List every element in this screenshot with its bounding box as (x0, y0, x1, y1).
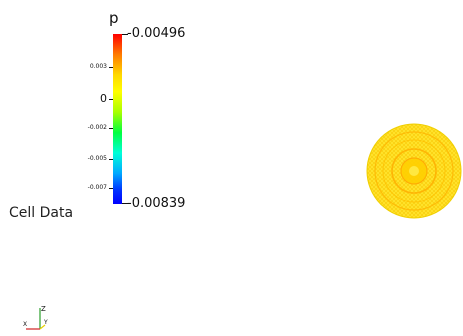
field-association-caption: Cell Data (9, 205, 74, 221)
scalar-bar-tick (109, 188, 113, 189)
scalar-bar-max-label: -0.00496 (127, 26, 186, 41)
scalar-bar-tick (109, 99, 113, 100)
scalar-bar-tick-label: -0.005 (87, 155, 107, 162)
rendered-disk[interactable] (366, 123, 462, 219)
scalar-bar-tick-label: -0.002 (87, 124, 107, 131)
x-axis-label: X (23, 321, 27, 328)
scalar-bar-tick-label: -0.007 (87, 184, 107, 191)
scalar-bar-max-tick (122, 34, 128, 35)
disk-ring (391, 148, 437, 194)
scalar-bar-tick-label: 0.003 (89, 63, 107, 70)
orientation-axes-widget: Z X Y (23, 305, 48, 330)
scalar-bar-title: p (109, 9, 119, 27)
scalar-bar-tick (109, 128, 113, 129)
disk-center (409, 166, 419, 176)
scalar-bar-min-tick (122, 203, 128, 204)
disk-ring (374, 131, 454, 211)
scalar-bar-colormap (113, 34, 122, 204)
y-axis-label: Y (43, 319, 48, 326)
disk-ring (382, 139, 446, 203)
scalar-bar-tick-label: 0 (100, 92, 107, 105)
z-axis-label: Z (41, 305, 46, 313)
scalar-bar-min-label: -0.00839 (127, 196, 186, 211)
scalar-bar-tick (109, 67, 113, 68)
scalar-bar-tick (109, 159, 113, 160)
y-axis-line (39, 324, 46, 330)
